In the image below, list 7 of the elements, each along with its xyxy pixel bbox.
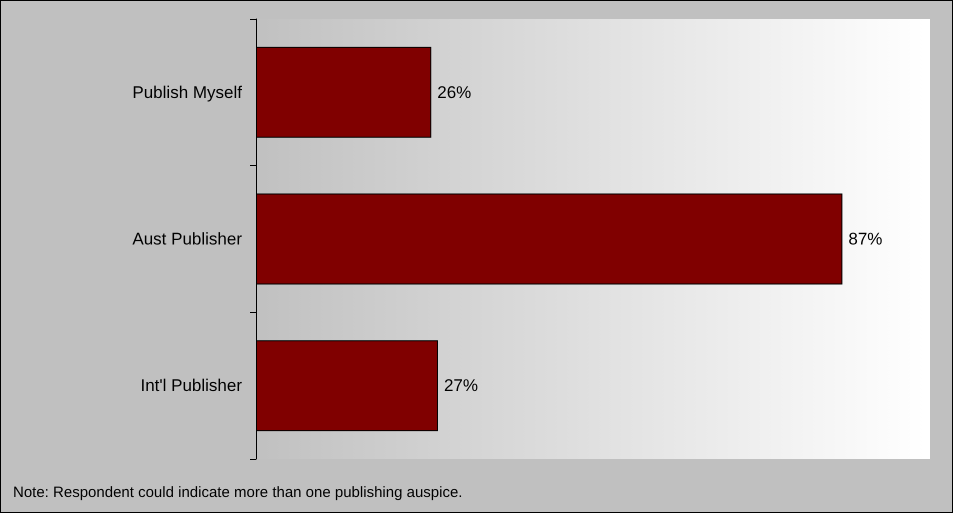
text: Note: Respondent could indicate more than one publishing auspice. — [13, 484, 462, 501]
y-tick-label: Publish Myself — [132, 82, 242, 102]
y-tick-label: Int'l Publisher — [140, 376, 242, 396]
data-label: 87% — [848, 230, 882, 248]
data-label: 26% — [437, 82, 472, 102]
y-tick-label: Aust Publisher — [132, 230, 242, 248]
data-label: 27% — [444, 376, 478, 396]
